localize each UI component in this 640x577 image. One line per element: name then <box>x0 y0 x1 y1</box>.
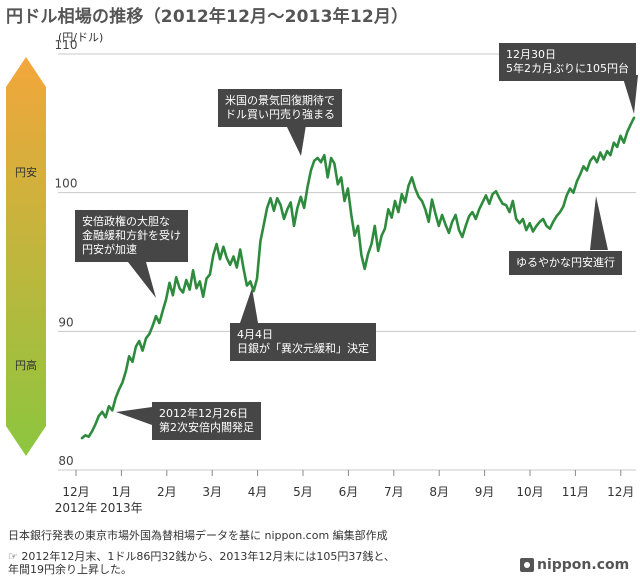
x-tick-label: 9月 <box>475 485 495 499</box>
source-note: 日本銀行発表の東京市場外国為替相場データを基に nippon.com 編集部作成 <box>8 529 388 542</box>
pointer-dec30 <box>622 75 638 114</box>
yen-weak-label: 円安 <box>15 165 37 179</box>
annotation-abe-cabinet: 2012年12月26日 第2次安倍内閣発足 <box>152 402 261 440</box>
x-tick-label: 7月 <box>384 485 404 499</box>
usd-jpy-line <box>80 116 636 440</box>
y-tick-labels: 80 90 100 110 <box>55 38 78 468</box>
y-tick-label: 100 <box>55 177 78 191</box>
unit-label: (円/ドル) <box>58 31 103 44</box>
x-tick-label: 6月 <box>339 485 359 499</box>
annotation-gradual-weakening: ゆるやかな円安進行 <box>509 251 622 275</box>
annotation-us-recovery: 米国の景気回復期待で ドル買い円売り強まる <box>218 89 342 127</box>
y-tick-label: 80 <box>58 454 73 468</box>
y-tick-label: 110 <box>55 38 78 52</box>
line-chart: 円安 円高 (円/ドル) 80 90 100 110 12月 1月 2月 3月 4月 5月 6月 7… <box>6 31 638 515</box>
x-tick-label: 10月 <box>516 485 543 499</box>
x-tick-label: 8月 <box>429 485 449 499</box>
x-tick-label: 12月 <box>62 485 89 499</box>
x-year-label: 2013年 <box>100 501 143 515</box>
x-tick-label: 12月 <box>607 485 634 499</box>
pointer-gradual-weakening <box>590 196 608 250</box>
x-tick-label: 3月 <box>202 485 222 499</box>
summary-note-line1: ☞ 2012年12月末、1ドル86円32銭から、2013年12月末には105円3… <box>8 550 395 563</box>
x-tick-label: 5月 <box>293 485 313 499</box>
x-tick-label: 2月 <box>157 485 177 499</box>
annotation-dec30: 12月30日 5年2カ月ぶりに105円台 <box>499 43 636 81</box>
brand-mark-icon <box>520 558 534 572</box>
y-tick-label: 90 <box>58 315 73 329</box>
summary-note-line2: 年間19円余り上昇した。 <box>8 563 132 576</box>
annotation-pointers <box>116 75 638 425</box>
pointer-abe-cabinet <box>116 407 152 425</box>
annotation-abe-easing: 安倍政権の大胆な 金融緩和方針を受け 円安が加速 <box>75 210 188 262</box>
x-tick-label: 1月 <box>112 485 132 499</box>
summary-note: ☞ 2012年12月末、1ドル86円32銭から、2013年12月末には105円3… <box>8 550 395 576</box>
brand-logo: nippon.com <box>520 557 629 573</box>
x-tick-label: 4月 <box>248 485 268 499</box>
chart-title: 円ドル相場の推移（2012年12月〜2013年12月） <box>6 7 409 27</box>
x-tick-labels: 12月 1月 2月 3月 4月 5月 6月 7月 8月 9月 10月 11月 12月 2012年 2013年 <box>55 470 634 515</box>
brand-name: nippon.com <box>537 557 630 573</box>
pointer-boj-apr4 <box>240 288 258 323</box>
yen-direction-arrow <box>6 57 46 456</box>
x-year-label: 2012年 <box>55 501 98 515</box>
annotation-boj-apr4: 4月4日 日銀が「異次元緩和」決定 <box>230 323 376 361</box>
yen-strong-label: 円高 <box>15 358 37 372</box>
x-tick-label: 11月 <box>562 485 589 499</box>
pointer-abe-easing <box>128 262 156 298</box>
pointer-us-recovery <box>286 125 306 156</box>
